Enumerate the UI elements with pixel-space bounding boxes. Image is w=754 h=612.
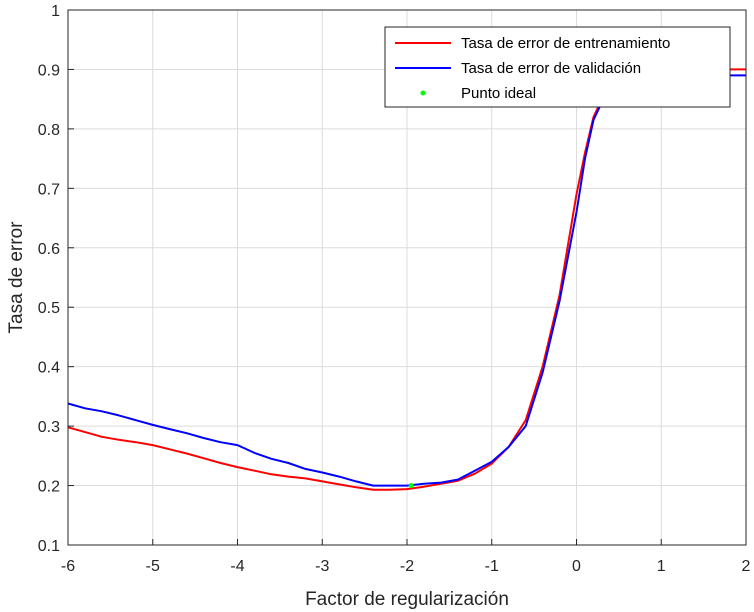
series-layer: [67, 68, 746, 491]
y-tick-label: 0.2: [38, 479, 60, 496]
y-tick-label: 1: [51, 3, 60, 20]
y-tick-label: 0.4: [38, 360, 60, 377]
validation-error-line: [67, 74, 746, 487]
tick-labels: -6 -5 -4 -3 -2 -1 0 1 2 0.1 0.2 0.3 0.4 0.5 0.6 0.7 0.8 0…: [38, 3, 751, 575]
y-tick-label: 0.1: [38, 538, 60, 555]
legend-entry-label: Tasa de error de validación: [461, 60, 641, 77]
x-tick-label: -5: [146, 558, 160, 575]
y-tick-label: 0.5: [38, 300, 60, 317]
y-tick-label: 0.6: [38, 241, 60, 258]
y-tick-label: 0.9: [38, 62, 60, 79]
y-axis-label: Tasa de error: [6, 221, 27, 334]
x-tick-label: -6: [61, 558, 75, 575]
legend-entry-label: Tasa de error de entrenamiento: [461, 35, 670, 52]
x-tick-label: -4: [230, 558, 244, 575]
y-tick-label: 0.7: [38, 181, 60, 198]
x-axis-label: Factor de regularización: [305, 589, 509, 610]
legend: Tasa de error de entrenamiento Tasa de er…: [384, 26, 731, 108]
x-tick-label: -1: [485, 558, 499, 575]
x-tick-label: 2: [742, 558, 751, 575]
x-tick-label: 0: [572, 558, 581, 575]
y-tick-label: 0.3: [38, 419, 60, 436]
legend-entry-label: Punto ideal: [461, 85, 536, 102]
y-tick-label: 0.8: [38, 122, 60, 139]
x-tick-label: -2: [400, 558, 414, 575]
legend-swatch: [420, 90, 426, 96]
x-tick-label: -3: [315, 558, 329, 575]
ideal-point-marker: [408, 483, 414, 489]
x-tick-label: 1: [657, 558, 666, 575]
